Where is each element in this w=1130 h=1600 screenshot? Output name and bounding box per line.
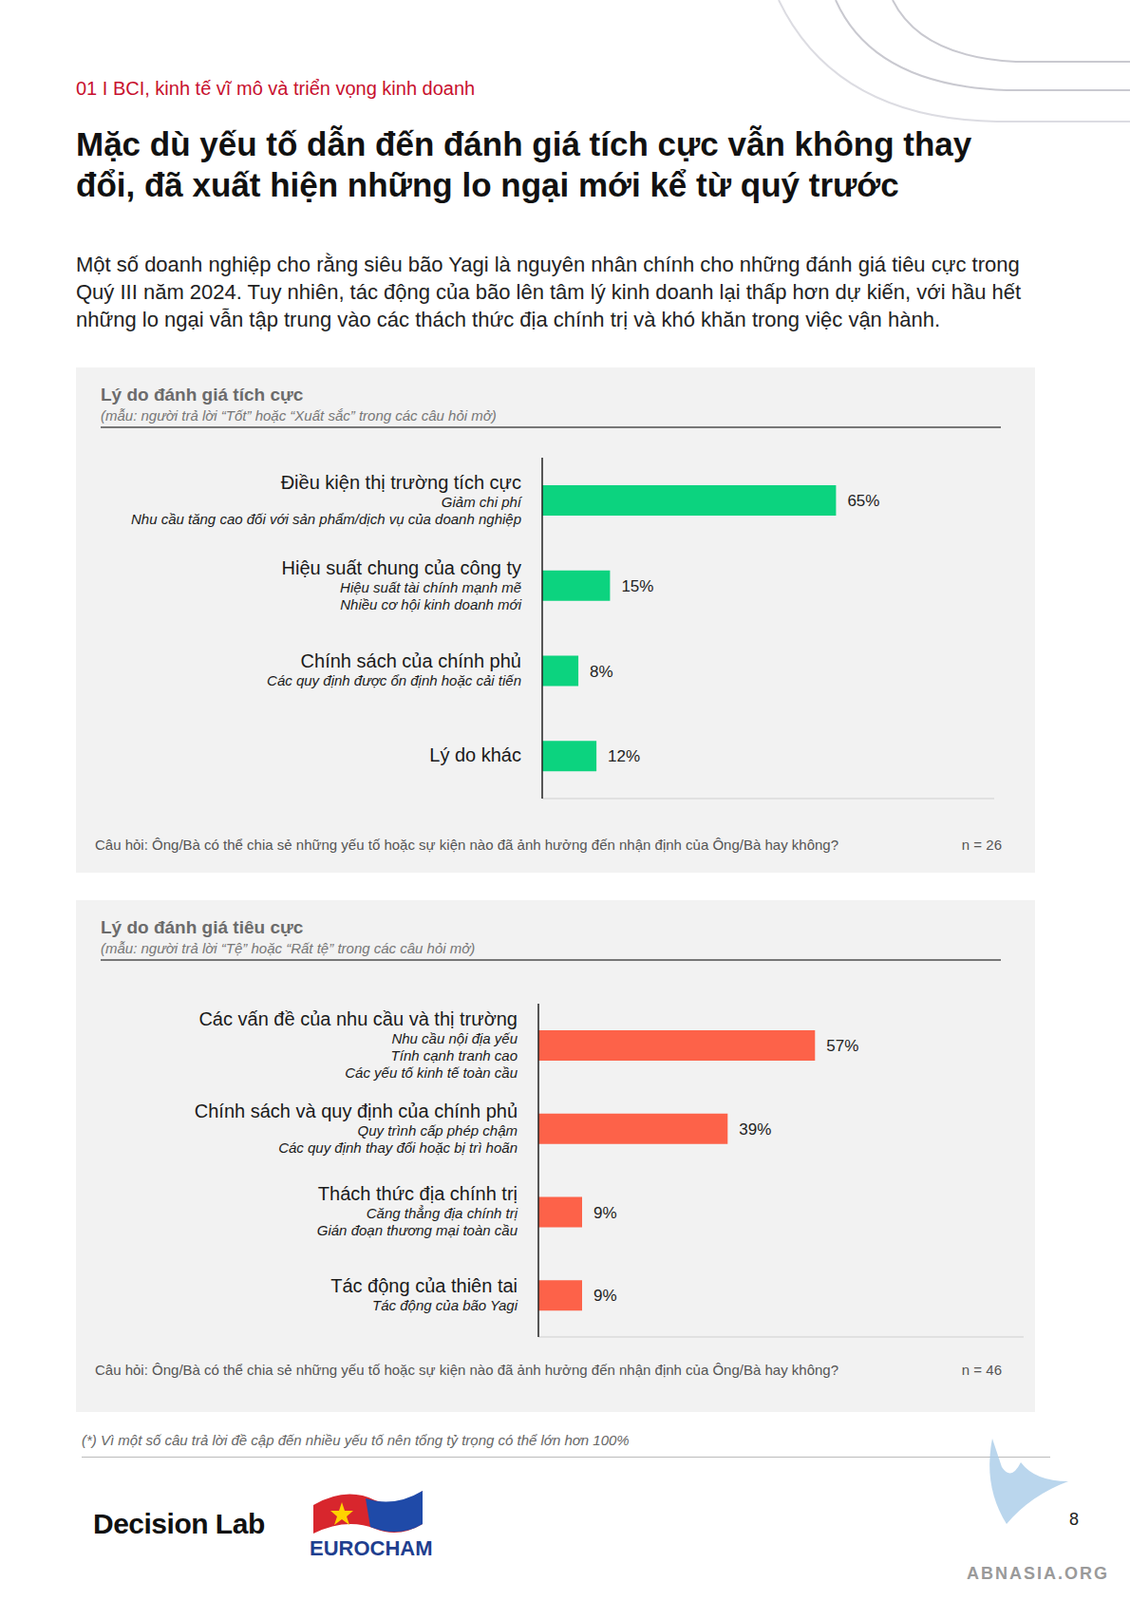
- html-text:EUROCHAM: EUROCHAM: [309, 1536, 433, 1561]
- html-text:Lý do đánh giá tiêu cực: Lý do đánh giá tiêu cực: [100, 917, 304, 938]
- svg-text:8%: 8%: [589, 662, 614, 681]
- html-text:ABNASIA.ORG: ABNASIA.ORG: [966, 1563, 1110, 1583]
- svg-text:Thách thức địa chính trị: Thách thức địa chính trị: [318, 1183, 518, 1205]
- html-text:01 I BCI, kinh tế vĩ mô và tri: 01 I BCI, kinh tế vĩ mô và triển vọng ki…: [75, 77, 475, 99]
- html-text:(mẫu: người trả lời “Tốt” hoặc: (mẫu: người trả lời “Tốt” hoặc “Xuất sắc…: [100, 407, 497, 424]
- svg-text:Tác động của thiên tai: Tác động của thiên tai: [330, 1275, 518, 1297]
- svg-text:15%: 15%: [621, 577, 654, 596]
- svg-text:Các yếu tố kinh tế toàn cầu: Các yếu tố kinh tế toàn cầu: [344, 1064, 518, 1081]
- svg-text:57%: 57%: [826, 1036, 859, 1055]
- svg-text:Nhiều cơ hội kinh doanh mới: Nhiều cơ hội kinh doanh mới: [339, 596, 522, 613]
- html-text:n = 26: n = 26: [961, 836, 1002, 853]
- svg-text:Các quy định được ổn định hoặc: Các quy định được ổn định hoặc cải tiến: [266, 672, 522, 689]
- svg-text:Chính sách và quy định của chí: Chính sách và quy định của chính phủ: [194, 1100, 518, 1122]
- svg-text:Hiệu suất chung của công ty: Hiệu suất chung của công ty: [282, 557, 522, 579]
- svg-text:Gián đoạn thương mại toàn cầu: Gián đoạn thương mại toàn cầu: [317, 1222, 519, 1239]
- svg-text:Nhu cầu nội địa yếu: Nhu cầu nội địa yếu: [391, 1030, 518, 1047]
- svg-text:Tính cạnh tranh cao: Tính cạnh tranh cao: [391, 1047, 518, 1064]
- svg-text:39%: 39%: [738, 1120, 772, 1139]
- svg-text:Quy trình cấp phép chậm: Quy trình cấp phép chậm: [357, 1122, 518, 1139]
- svg-text:Các vấn đề của nhu cầu và thị: Các vấn đề của nhu cầu và thị trường: [198, 1008, 518, 1030]
- html-text:Mặc dù yếu tố dẫn đến đánh giá: Mặc dù yếu tố dẫn đến đánh giá tích cực …: [75, 125, 972, 204]
- svg-text:9%: 9%: [593, 1286, 618, 1305]
- svg-text:Lý do khác: Lý do khác: [429, 744, 522, 766]
- svg-text:9%: 9%: [593, 1204, 618, 1223]
- svg-text:Chính sách của chính phủ: Chính sách của chính phủ: [301, 650, 522, 672]
- html-text:Một số doanh nghiệp cho rằng s: Một số doanh nghiệp cho rằng siêu bão Ya…: [75, 252, 1021, 332]
- svg-text:Giảm chi phí: Giảm chi phí: [441, 493, 524, 510]
- html-text:(*) Vì một số câu trả lời đề c: (*) Vì một số câu trả lời đề cập đến nhi…: [81, 1431, 630, 1449]
- html-text:Decision Lab: Decision Lab: [93, 1507, 265, 1540]
- html-text:Lý do đánh giá tích cực: Lý do đánh giá tích cực: [100, 384, 304, 405]
- svg-text:Hiệu suất tài chính mạnh mẽ: Hiệu suất tài chính mạnh mẽ: [339, 579, 522, 596]
- html-text:(mẫu: người trả lời “Tệ” hoặc: (mẫu: người trả lời “Tệ” hoặc “Rất tệ” t…: [100, 940, 476, 957]
- svg-text:Tác động của bão Yagi: Tác động của bão Yagi: [372, 1297, 519, 1314]
- svg-text:12%: 12%: [607, 747, 641, 766]
- svg-text:Điều kiện thị trường tích cực: Điều kiện thị trường tích cực: [281, 471, 522, 493]
- svg-text:Các quy định thay đổi hoặc bị: Các quy định thay đổi hoặc bị trì hoãn: [278, 1139, 518, 1156]
- html-text:Câu hỏi: Ông/Bà có thể chia sẻ: Câu hỏi: Ông/Bà có thể chia sẻ những yếu…: [94, 836, 839, 853]
- svg-text:65%: 65%: [847, 491, 880, 510]
- html-text:n = 46: n = 46: [961, 1361, 1002, 1378]
- html-text:8: 8: [1069, 1509, 1079, 1529]
- html-text:Câu hỏi: Ông/Bà có thể chia sẻ: Câu hỏi: Ông/Bà có thể chia sẻ những yếu…: [94, 1361, 839, 1378]
- svg-text:Căng thẳng địa chính trị: Căng thẳng địa chính trị: [366, 1205, 519, 1222]
- svg-text:Nhu cầu tăng cao đối với sản p: Nhu cầu tăng cao đối với sản phẩm/dịch v…: [131, 510, 522, 528]
